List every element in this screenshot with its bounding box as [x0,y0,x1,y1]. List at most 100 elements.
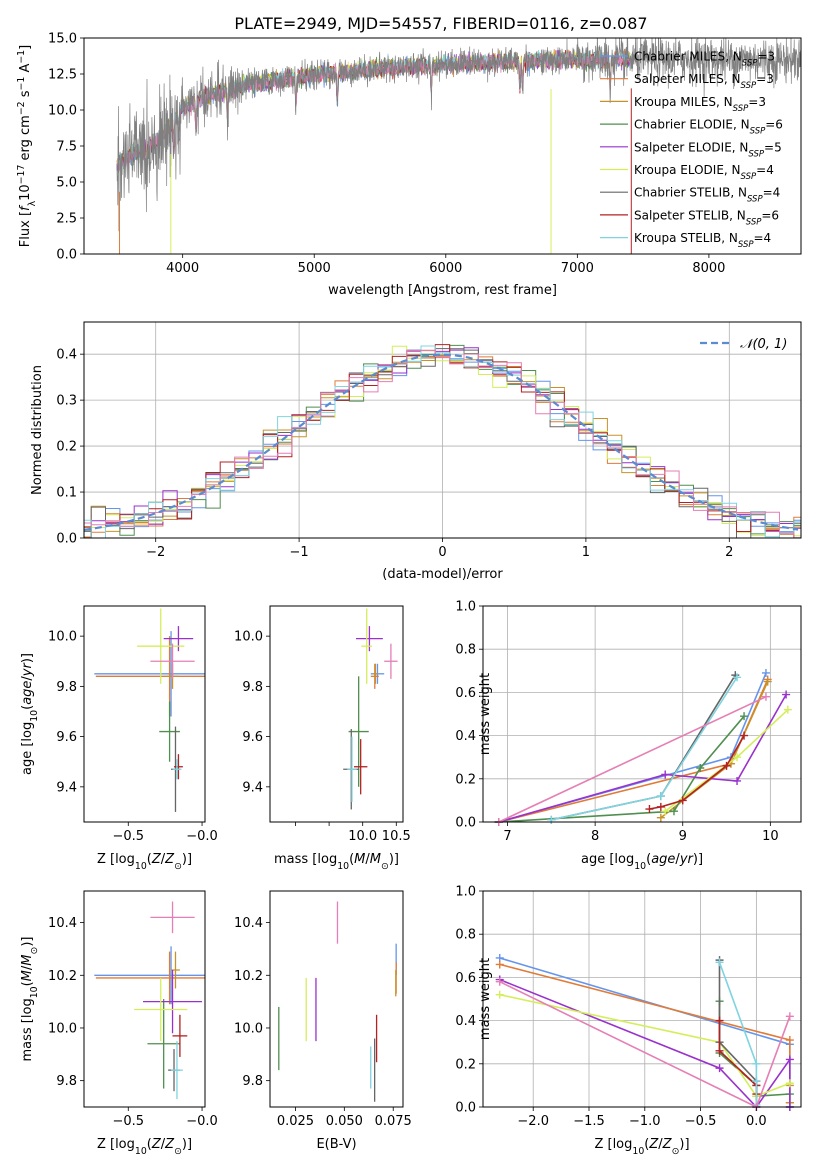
y-axis-label: Normed distribution [30,365,45,495]
y-tick-label: 9.6 [56,730,77,745]
errorbar-chabrier-miles [94,631,205,717]
x-axis-label: Z [log10(Z/Z⊙)] [97,852,192,872]
x-axis-label: (data-model)/error [382,567,503,582]
x-tick-label: −0.5 [112,829,144,844]
data-marker [763,677,772,686]
errorbars [278,901,397,1102]
axes-frame [269,605,404,823]
y-axis-label: mass weight [478,958,493,1040]
series-chabrier-elodie [494,712,749,826]
data-marker [785,1079,794,1088]
data-marker [740,712,749,721]
legend-entry: 𝒩(0, 1) [740,337,787,352]
x-tick-label: 0.050 [326,1114,363,1129]
data-marker [733,673,742,682]
errorbar-kroupa-stelib [172,759,182,780]
y-axis-label: age [log10(age/yr)] [20,653,40,775]
x-tick-label: −1 [290,545,309,560]
y-tick-label: 9.4 [56,780,77,795]
weight-lines [494,668,792,826]
legend-entry: Chabrier ELODIE, NSSP=6 [634,118,783,137]
y-axis-label: Flux [fλ10−17 erg cm−2 s−1 A−1] [16,45,38,247]
y-tick-label: 9.4 [242,780,263,795]
x-tick-label: −0.5 [112,1114,144,1129]
legend-entry: Kroupa STELIB, NSSP=4 [634,231,771,250]
data-marker [783,705,792,714]
y-tick-label: 0.4 [455,729,476,744]
data-marker [645,805,654,814]
x-axis-label: age [log10(age/yr)] [581,852,703,872]
y-tick-label: 0.2 [455,1057,476,1072]
y-tick-label: 10.2 [234,969,263,984]
histogram-chabrier-stelib [84,348,801,538]
weight-vs-Z-panel: −2.0 −1.5 −1.0 −0.5 0.0 0.0 0.2 0.4 0.6 0.8 1.0 Z [… [455,885,802,1157]
errorbar-chabrier-elodie [348,676,369,787]
errorbar-salpeter-stelib [174,754,183,780]
y-tick-label: 0.8 [455,928,476,943]
y-tick-label: 10.0 [48,630,77,645]
data-marker [495,990,504,999]
errorbar-kroupa-stelib [171,1041,183,1100]
x-tick-label: 7 [503,829,511,844]
errorbars [94,901,205,1100]
data-marker [733,776,742,785]
data-marker [547,815,556,824]
y-tick-label: 0.6 [455,686,476,701]
y-tick-label: 2.5 [56,212,77,227]
data-marker [715,1046,724,1055]
observed-spectrum [116,38,801,232]
y-tick-label: 0.0 [56,248,77,263]
x-tick-label: −1.5 [573,1114,605,1129]
errorbar-kroupa-elodie [361,608,373,684]
x-tick-label: 0.075 [375,1114,412,1129]
age-vs-Z-panel: −0.5 −0.0 9.4 9.6 9.8 10.0 Z [log10(Z/Z⊙)] age … [20,605,218,872]
mass-vs-Z-panel: −0.5 −0.0 9.8 10.0 10.2 10.4 Z [log10(Z/Z⊙)] ma… [20,890,218,1157]
x-axis-label: E(B-V) [316,1137,356,1152]
legend-entry: Salpeter STELIB, NSSP=6 [634,208,779,227]
axes-frame [83,890,206,1108]
errorbar-kroupa-elodie [134,977,188,1042]
x-tick-label: −2 [146,545,165,560]
y-tick-label: 9.8 [56,680,77,695]
errorbar-salpeter-stelib [172,1014,188,1057]
data-marker [782,690,791,699]
x-tick-label: 10.5 [382,829,411,844]
y-tick-label: 0.4 [455,1014,476,1029]
histogram-salpeter-stelib [84,344,801,538]
x-tick-label: 8 [591,829,599,844]
data-marker [761,692,770,701]
data-marker [656,802,665,811]
axes-frame [269,890,404,1108]
y-tick-label: 12.5 [48,68,77,83]
y-tick-label: 0.0 [455,1101,476,1116]
errorbar-kroupa-miles [373,663,378,684]
errorbar-pink [150,901,195,934]
axes-frame [482,605,802,823]
y-axis-label: mass [log10(M/M⊙)] [20,936,40,1061]
y-tick-label: 1.0 [455,600,476,615]
series-salpeter-stelib [645,731,749,814]
errorbar-salpeter-miles [95,951,205,1005]
y-tick-label: 0.3 [56,394,77,409]
errorbar-kroupa-stelib [347,736,357,802]
errorbar-chabrier-miles [94,946,205,1005]
x-tick-label: 10.0 [348,829,377,844]
series-kroupa-elodie [661,705,792,816]
spectrum-lines [116,38,801,254]
y-tick-label: 10.4 [48,916,77,931]
x-tick-label: 4000 [166,261,199,276]
errorbar-salpeter-elodie [355,626,383,652]
data-marker [678,796,687,805]
data-marker [785,1055,794,1064]
y-tick-label: 10.0 [234,630,263,645]
figure-title: PLATE=2949, MJD=54557, FIBERID=0116, z=0… [234,14,647,33]
y-tick-label: 9.8 [56,1074,77,1089]
data-marker [656,792,665,801]
y-tick-label: 0.2 [56,440,77,455]
y-tick-label: 9.8 [242,1074,263,1089]
errorbars [94,608,205,812]
x-axis-label: mass [log10(M/M⊙)] [274,852,399,872]
y-tick-label: 0.4 [56,348,77,363]
x-tick-label: 5000 [298,261,331,276]
